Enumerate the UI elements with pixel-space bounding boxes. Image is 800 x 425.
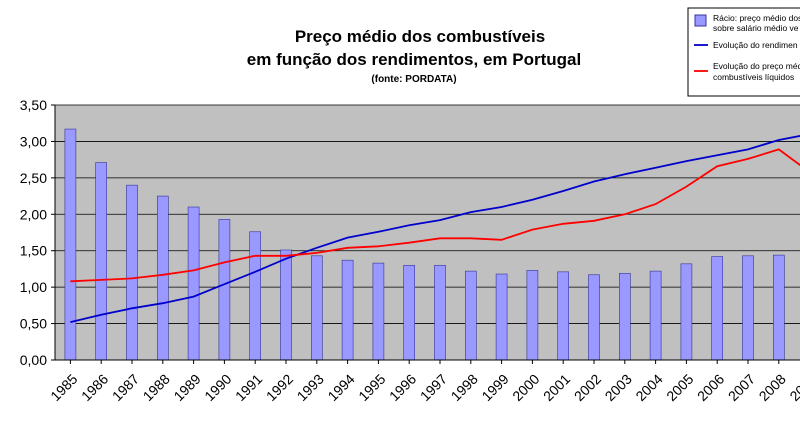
x-tick-label: 1991	[232, 371, 265, 404]
bar	[64, 128, 77, 361]
y-tick-label: 1,00	[20, 279, 47, 295]
bar	[680, 263, 693, 361]
legend-label-combustivel-line1: Evolução do preço méd	[713, 61, 800, 71]
bar	[557, 271, 570, 361]
bar	[280, 249, 292, 361]
bar	[218, 219, 231, 361]
legend-label-combustivel-line2: combustíveis líquidos	[713, 72, 794, 82]
legend-label-ratio-line1: Rácio: preço médio dos	[713, 13, 800, 23]
legend-swatch-ratio	[694, 14, 707, 27]
x-tick-label: 2005	[663, 371, 696, 404]
chart-title-line2: em função dos rendimentos, em Portugal	[247, 50, 581, 69]
legend-box	[687, 7, 800, 97]
x-tick-label: 2001	[540, 371, 573, 404]
x-tick-label: 1990	[201, 371, 234, 404]
bar	[126, 184, 138, 361]
x-tick-label: 1989	[170, 371, 203, 404]
chart-subtitle: (fonte: PORDATA)	[371, 74, 456, 85]
line-rendimento	[70, 135, 800, 323]
bar	[464, 270, 477, 361]
y-tick-label: 3,50	[20, 97, 47, 113]
x-tick-label: 1988	[140, 371, 173, 404]
bar	[310, 255, 323, 361]
x-tick-label: 2008	[756, 371, 789, 404]
bar	[341, 259, 354, 361]
x-tick-label: 2009	[786, 371, 800, 404]
bar	[772, 254, 785, 361]
x-tick-label: 2003	[602, 371, 635, 404]
chart-legend: Rácio: preço médio dos sobre salário méd…	[687, 7, 800, 97]
bar	[434, 264, 446, 361]
bar	[372, 262, 385, 361]
bar	[742, 255, 754, 361]
x-tick-label: 2006	[694, 371, 727, 404]
bar	[249, 231, 261, 361]
bar	[157, 195, 169, 361]
plot-area	[55, 105, 800, 360]
chart-title: Preço médio dos combustíveis	[295, 27, 545, 46]
bar	[711, 256, 724, 361]
x-tick-label: 1986	[78, 371, 111, 404]
x-tick-label: 2004	[632, 371, 665, 404]
x-tick-label: 2000	[509, 371, 542, 404]
x-tick-label: 1996	[386, 371, 419, 404]
x-tick-label: 1994	[324, 371, 357, 404]
line-combustivel	[70, 148, 800, 283]
x-tick-label: 1985	[47, 371, 80, 404]
y-tick-label: 2,50	[20, 170, 47, 186]
bar	[495, 273, 508, 361]
x-tick-label: 2007	[725, 371, 758, 404]
x-tick-label: 1999	[478, 371, 511, 404]
x-tick-label: 1987	[109, 371, 142, 404]
y-tick-label: 3,00	[20, 133, 47, 149]
y-tick-label: 2,00	[20, 206, 47, 222]
bar	[618, 272, 631, 361]
y-tick-label: 0,50	[20, 316, 47, 332]
bar	[649, 270, 662, 361]
bar	[526, 270, 539, 361]
bar	[588, 274, 600, 361]
x-tick-label: 1997	[417, 371, 450, 404]
legend-label-ratio-line2: sobre salário médio ve	[713, 23, 799, 33]
x-tick-label: 2002	[571, 371, 604, 404]
bar	[187, 206, 200, 361]
bar	[403, 264, 416, 361]
x-tick-label: 1993	[294, 371, 327, 404]
bar	[95, 162, 107, 361]
y-tick-label: 1,50	[20, 243, 47, 259]
x-tick-label: 1998	[448, 371, 481, 404]
legend-label-rendimento: Evolução do rendimen	[713, 40, 798, 50]
y-tick-label: 0,00	[20, 352, 47, 368]
x-tick-label: 1995	[355, 371, 388, 404]
x-tick-label: 1992	[263, 371, 296, 404]
